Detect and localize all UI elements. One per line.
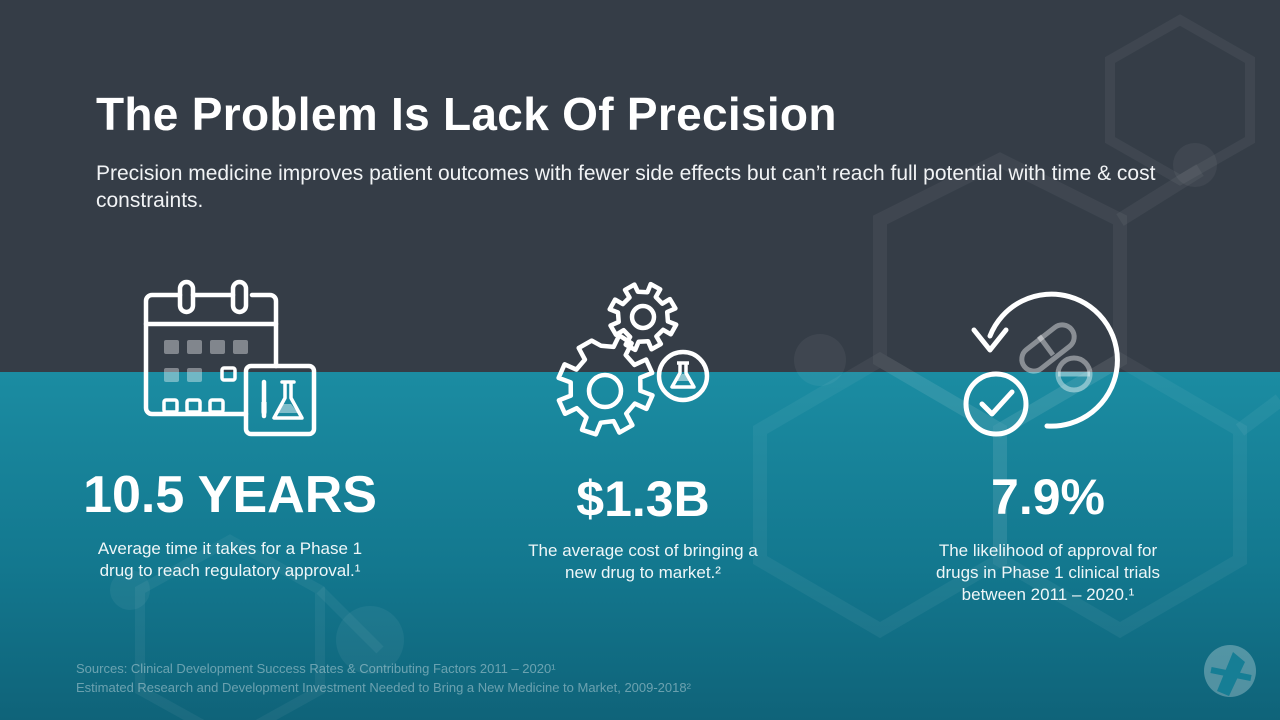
- slide-subtitle: Precision medicine improves patient outc…: [96, 162, 1156, 212]
- source-line-2: Estimated Research and Development Inves…: [76, 680, 691, 695]
- company-logo: [1204, 645, 1256, 697]
- stat-cost: $1.3B The average cost of bringing a new…: [483, 470, 803, 584]
- gears-flask-icon: [556, 281, 710, 437]
- bottom-background: [0, 372, 1280, 720]
- source-line-1: Sources: Clinical Development Success Ra…: [76, 661, 556, 676]
- sources-footnote: Sources: Clinical Development Success Ra…: [76, 659, 691, 697]
- stat-description: Average time it takes for a Phase 1 drug…: [97, 539, 363, 580]
- top-background: [0, 0, 1280, 372]
- stat-description: The likelihood of approval for drugs in …: [936, 541, 1160, 604]
- stat-value: $1.3B: [576, 471, 710, 527]
- pill-approval-cycle-icon: [963, 291, 1120, 437]
- calendar-flask-icon: [143, 279, 317, 437]
- stat-value: 10.5 YEARS: [83, 466, 377, 524]
- stat-years: 10.5 YEARS Average time it takes for a P…: [70, 466, 390, 582]
- stat-description: The average cost of bringing a new drug …: [528, 541, 758, 582]
- stat-approval-rate: 7.9% The likelihood of approval for drug…: [888, 468, 1208, 606]
- stat-value: 7.9%: [991, 469, 1105, 525]
- slide-title: The Problem Is Lack Of Precision: [96, 88, 837, 140]
